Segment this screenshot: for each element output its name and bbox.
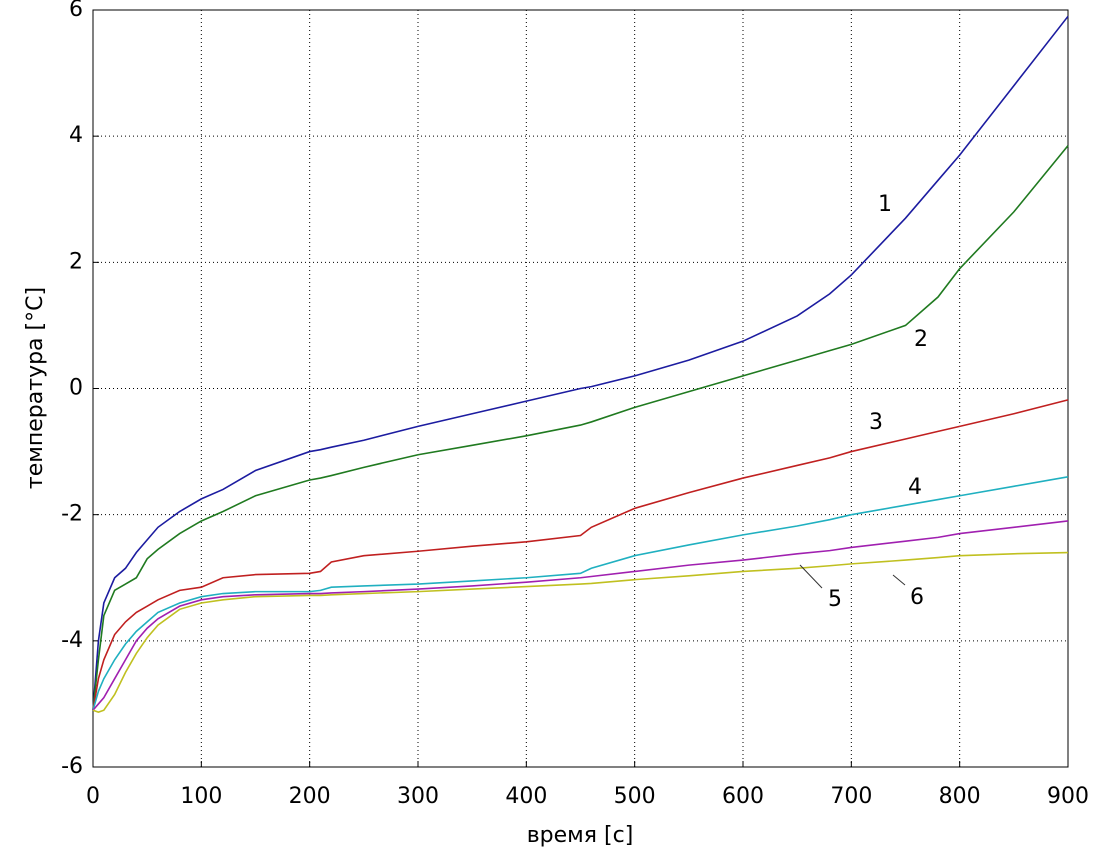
line-series xyxy=(92,551,1069,713)
x-tick-label: 700 xyxy=(830,784,872,809)
y-tick-label: -4 xyxy=(61,628,83,653)
x-tick-label: 800 xyxy=(939,784,981,809)
x-tick-label: 300 xyxy=(397,784,439,809)
x-tick-label: 0 xyxy=(86,784,100,809)
x-axis-label: время [с] xyxy=(527,823,634,848)
x-tick-label: 600 xyxy=(722,784,764,809)
y-axis-label: температура [°C] xyxy=(23,287,48,489)
y-tick-label: 6 xyxy=(69,0,83,22)
series-label: 5 xyxy=(828,587,842,612)
plot-frame xyxy=(92,9,1069,768)
series-label: 4 xyxy=(908,475,922,500)
x-tick-label: 200 xyxy=(289,784,331,809)
y-tick-label: 2 xyxy=(69,249,83,274)
y-tick-label: 0 xyxy=(69,376,83,401)
y-tick-label: -2 xyxy=(61,502,83,527)
y-tick-label: -6 xyxy=(61,754,83,779)
line-series xyxy=(92,15,1069,711)
line-series xyxy=(92,145,1069,711)
leader-line xyxy=(892,574,906,586)
series-label: 6 xyxy=(910,585,924,610)
series-label: 1 xyxy=(878,192,892,217)
line-series xyxy=(92,476,1069,711)
x-tick-label: 500 xyxy=(614,784,656,809)
x-tick-label: 900 xyxy=(1047,784,1089,809)
x-tick-label: 100 xyxy=(180,784,222,809)
line-series xyxy=(92,399,1069,711)
x-tick-label: 400 xyxy=(505,784,547,809)
series-label: 3 xyxy=(869,410,883,435)
y-tick-label: 4 xyxy=(69,123,83,148)
leader-line xyxy=(799,564,823,589)
line-series xyxy=(92,520,1069,711)
series-label: 2 xyxy=(914,327,928,352)
